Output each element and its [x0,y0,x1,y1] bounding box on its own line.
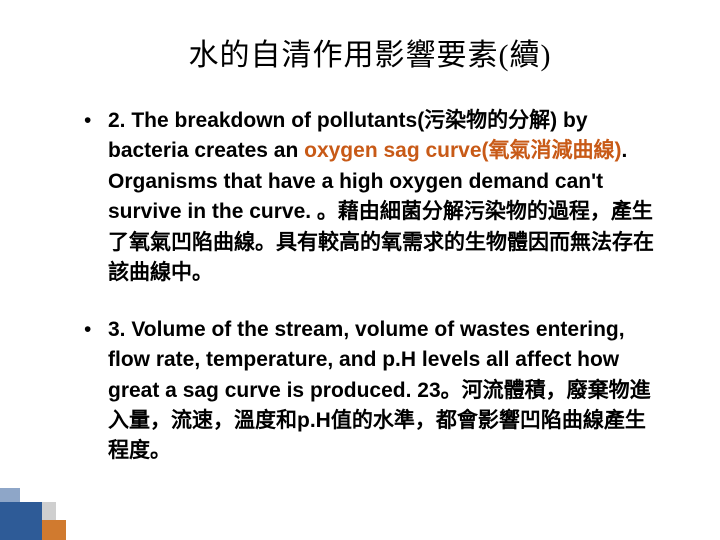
corner-rect-3 [0,488,20,502]
bullet-marker: • [84,315,91,345]
corner-rect-4 [42,502,56,520]
corner-rect-1 [0,502,42,540]
slide-title: 水的自清作用影響要素(續) [80,30,660,74]
bullet-item-2: • 2. The breakdown of pollutants(污染物的分解)… [80,106,660,289]
corner-rect-2 [42,520,66,540]
slide: 水的自清作用影響要素(續) • 2. The breakdown of poll… [0,0,720,540]
bullet-text-highlight: oxygen sag curve(氧氣消減曲線) [304,139,621,162]
bullet-marker: • [84,106,91,136]
corner-decoration [0,488,66,540]
bullet-number: 2. [108,109,126,132]
bullet-text-pre: Volume of the stream, volume of wastes e… [108,318,651,463]
bullet-number: 3. [108,318,126,341]
bullet-item-3: • 3. Volume of the stream, volume of was… [80,315,660,467]
